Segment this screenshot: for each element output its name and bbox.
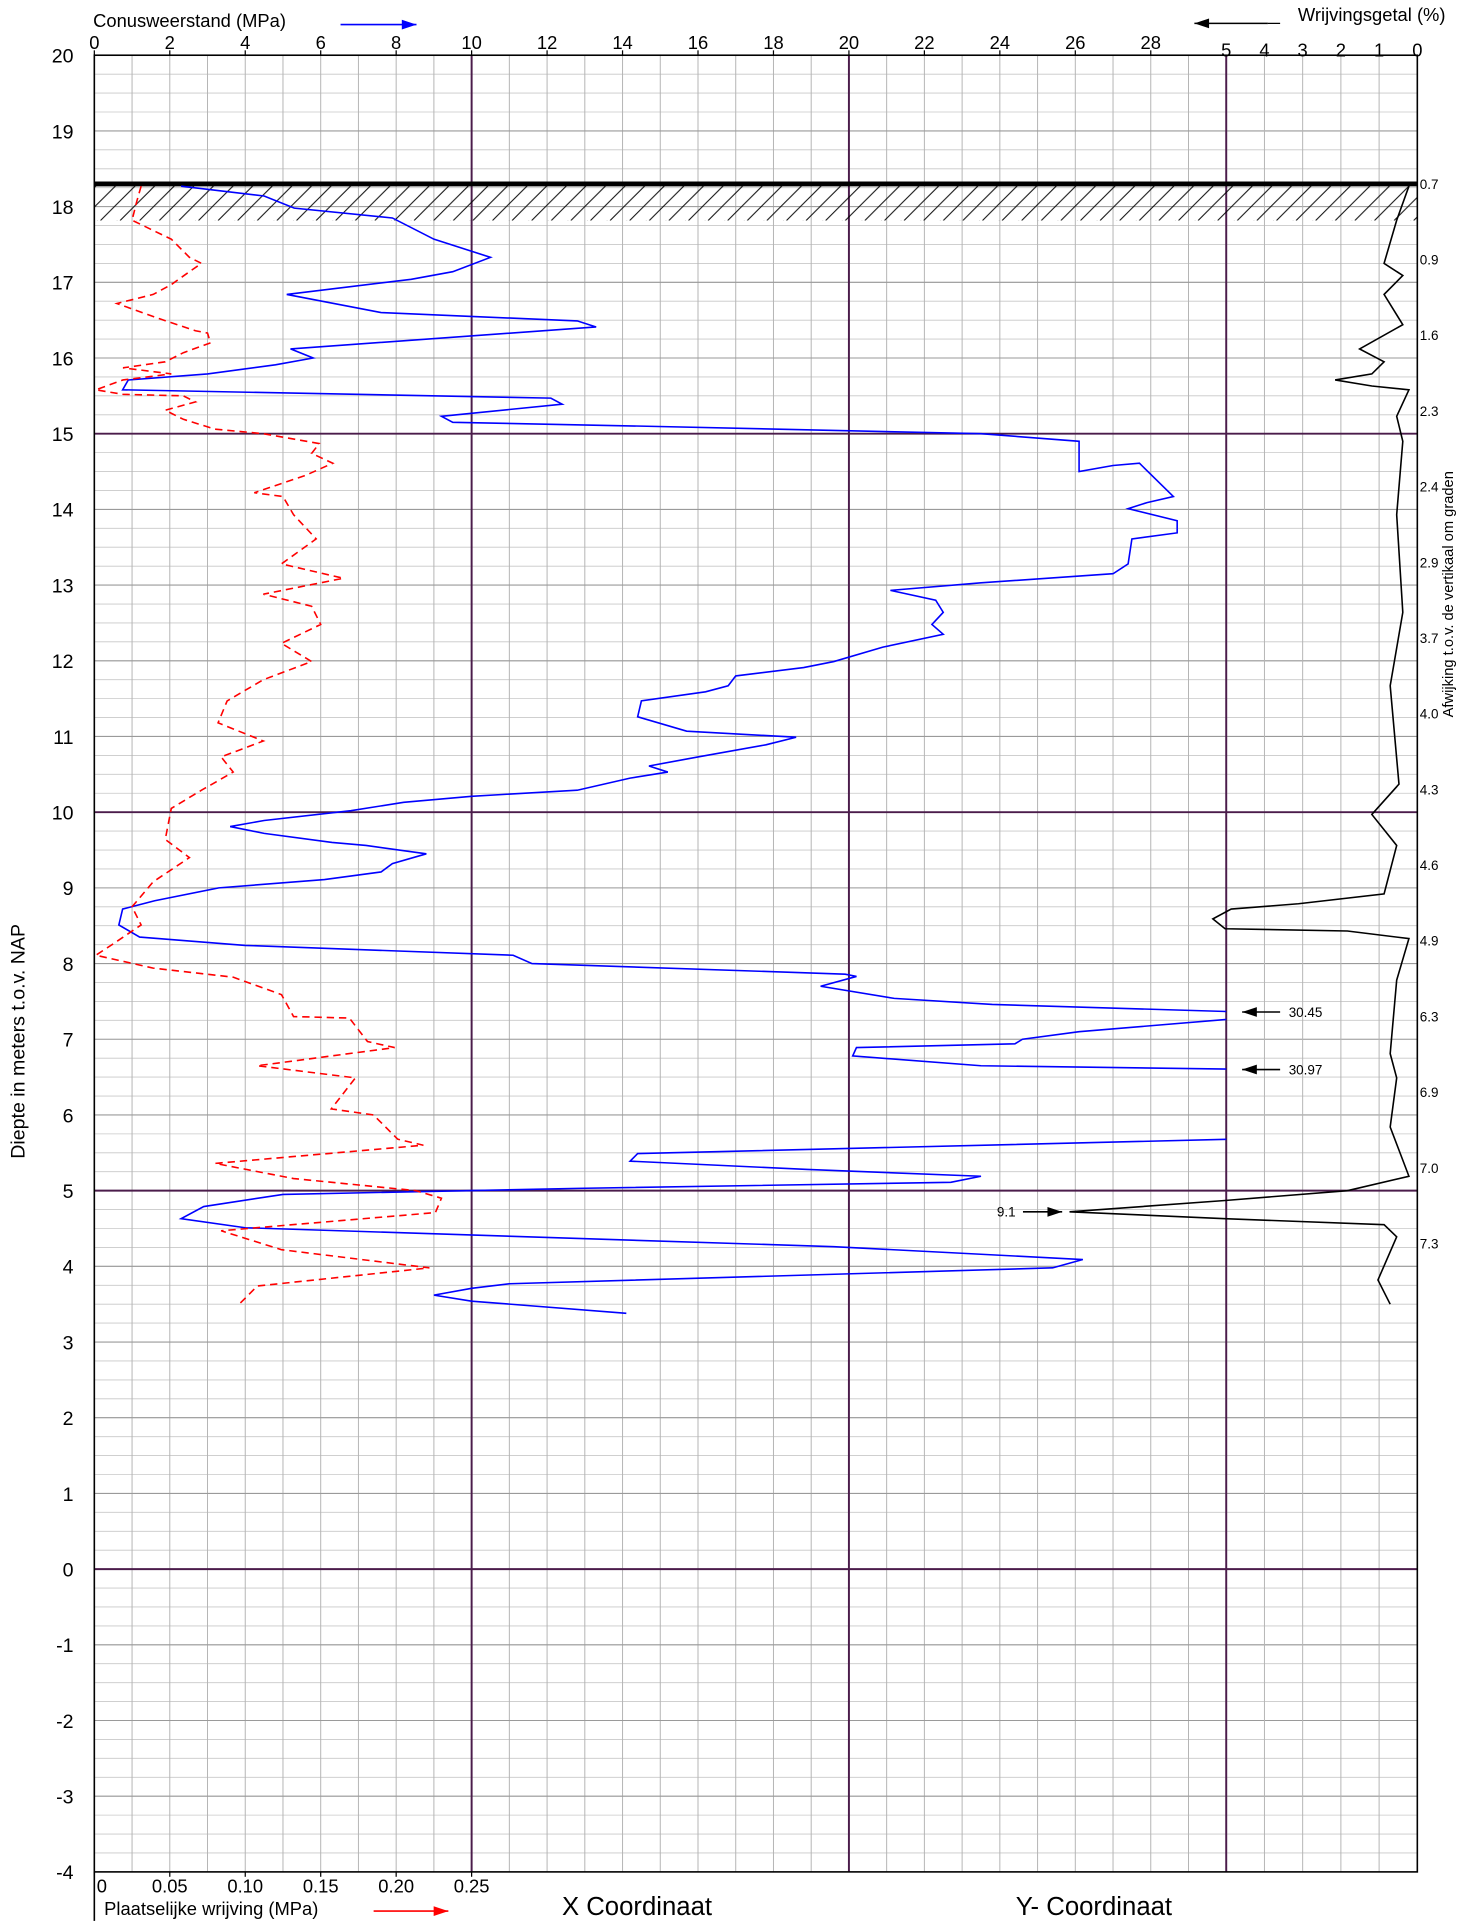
x-tick-label: 26 (1065, 32, 1085, 53)
deviation-label: 2.9 (1420, 555, 1439, 570)
y-tick-label: -1 (56, 1635, 73, 1657)
annotation-arrow-head (1242, 1007, 1257, 1017)
x2-tick-label: 0 (97, 1876, 107, 1897)
series-line (1069, 185, 1411, 1305)
deviation-label: 4.6 (1420, 858, 1439, 873)
deviation-label: 3.7 (1420, 631, 1439, 646)
x3-tick-label: 1 (1374, 39, 1384, 60)
y-coordinate: Y- Coordinaat (1016, 1893, 1172, 1921)
deviation-label: 1.6 (1420, 328, 1439, 343)
y-tick-label: 10 (52, 803, 74, 825)
x3-tick-label: 3 (1298, 39, 1308, 60)
deviation-label: 2.4 (1420, 480, 1439, 495)
x-tick-label: 2 (165, 32, 175, 53)
y-tick-label: 8 (63, 954, 74, 976)
x3-tick-label: 4 (1259, 39, 1269, 60)
y-tick-label: 7 (63, 1030, 74, 1052)
y-tick-label: 15 (52, 424, 74, 446)
y-tick-label: 5 (63, 1181, 74, 1203)
y-tick-label: 2 (63, 1408, 74, 1430)
x2-tick-label: 0.25 (454, 1876, 490, 1897)
annotation: 9.1 (997, 1205, 1016, 1220)
deviation-label: 0.7 (1420, 177, 1439, 192)
x-tick-label: 24 (990, 32, 1010, 53)
grid (93, 50, 1419, 1921)
x-tick-label: 16 (688, 32, 708, 53)
x2-tick-label: 0.05 (152, 1876, 188, 1897)
y-tick-label: 13 (52, 575, 74, 597)
y-tick-label: 1 (63, 1484, 74, 1506)
deviation-label: 0.9 (1420, 253, 1439, 268)
deviation-label: 7.3 (1420, 1237, 1439, 1252)
y-tick-label: 14 (52, 500, 74, 522)
x-coordinate: X Coordinaat (562, 1893, 712, 1921)
x-tick-label: 4 (240, 32, 250, 53)
annotation: 30.97 (1289, 1062, 1323, 1077)
y-tick-label: 11 (53, 727, 73, 749)
ratio-arrow-head (1194, 18, 1210, 29)
deviation-label: 6.9 (1420, 1085, 1439, 1100)
series-line (117, 185, 1227, 1315)
friction-arrow-head (433, 1906, 449, 1916)
y-axis-title: Diepte in meters t.o.v. NAP (7, 924, 29, 1159)
y-tick-label: -4 (56, 1862, 74, 1884)
deviation-label: 4.3 (1420, 782, 1439, 797)
ground-hatch (94, 183, 1418, 221)
friction-axis-title: Plaatselijke wrijving (MPa) (104, 1898, 318, 1919)
y-tick-label: -2 (56, 1711, 73, 1733)
series-line (92, 185, 443, 1305)
x3-tick-label: 2 (1336, 39, 1346, 60)
y-tick-label: 17 (52, 273, 74, 295)
x3-tick-label: 5 (1221, 39, 1231, 60)
deviation-label: 4.9 (1420, 934, 1439, 949)
y-tick-label: 3 (63, 1332, 74, 1354)
deviation-label: 2.3 (1420, 404, 1439, 419)
annotation-arrow-head (1047, 1206, 1063, 1217)
x2-tick-label: 0.10 (227, 1876, 263, 1897)
labels: Conusweerstand (MPa) Wrijvingsgetal (%) … (7, 4, 1456, 1921)
deviation-label: 6.3 (1420, 1009, 1439, 1024)
marks (92, 181, 1418, 1315)
deviation-label: 7.0 (1420, 1161, 1439, 1176)
x3-tick-label: 0 (1412, 39, 1422, 60)
x-tick-label: 18 (763, 32, 783, 53)
y-tick-label: 18 (52, 197, 74, 219)
x2-tick-label: 0.15 (303, 1876, 339, 1897)
x-tick-label: 14 (612, 32, 632, 53)
plot-frame (93, 54, 1419, 1873)
x-tick-label: 12 (537, 32, 557, 53)
y-tick-label: 16 (52, 348, 74, 370)
x-tick-label: 22 (914, 32, 934, 53)
x-tick-label: 10 (461, 32, 481, 53)
deviation-title: Afwijking t.o.v. de vertikaal om graden (1441, 471, 1457, 717)
y-tick-label: 9 (63, 878, 74, 900)
y-tick-label: 6 (63, 1105, 74, 1127)
deviation-label: 4.0 (1420, 707, 1439, 722)
x2-tick-label: 0.20 (378, 1876, 414, 1897)
annotation: 30.45 (1289, 1005, 1323, 1020)
y-tick-label: -3 (56, 1787, 74, 1809)
cone-axis-title: Conusweerstand (MPa) (93, 10, 286, 31)
y-tick-label: 20 (52, 46, 74, 68)
y-tick-label: 19 (52, 121, 74, 143)
y-tick-label: 4 (63, 1257, 74, 1279)
x-tick-label: 20 (839, 32, 859, 53)
cone-arrow-head (401, 19, 417, 30)
x-tick-label: 0 (89, 32, 99, 53)
y-tick-label: 0 (63, 1559, 74, 1581)
x-tick-label: 8 (391, 32, 401, 53)
x-tick-label: 28 (1141, 32, 1161, 53)
x-tick-label: 6 (316, 32, 326, 53)
ratio-axis-title: Wrijvingsgetal (%) (1298, 4, 1446, 25)
y-tick-label: 12 (52, 651, 74, 673)
annotation-arrow-head (1242, 1064, 1257, 1075)
